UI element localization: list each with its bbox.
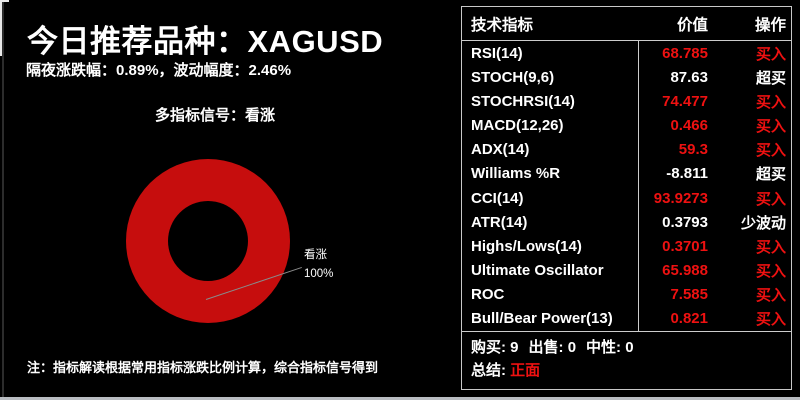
left-edge-line	[2, 0, 4, 400]
indicator-value: 87.63	[670, 68, 708, 86]
donut-chart-hole	[168, 201, 248, 281]
table-row: ROC 7.585 买入	[462, 282, 791, 307]
sell-label: 出售:	[528, 339, 564, 356]
chart-title: 多指标信号：看涨	[154, 107, 275, 124]
header-indicator: 技术指标	[471, 16, 534, 34]
donut-label-name: 看涨	[304, 249, 327, 261]
indicator-name: STOCH(9,6)	[462, 65, 639, 90]
donut-label-value: 100%	[304, 268, 334, 280]
indicator-action: 买入	[755, 190, 786, 208]
table-row: Bull/Bear Power(13) 0.821 买入	[462, 306, 791, 332]
table-row: STOCHRSI(14) 74.477 买入	[462, 89, 791, 114]
table-header-row: 技术指标 价值 操作	[462, 7, 791, 41]
indicator-value: 0.3701	[662, 237, 708, 255]
indicator-value: 74.477	[662, 92, 708, 110]
indicator-name: ATR(14)	[462, 210, 639, 235]
indicator-action: 买入	[755, 45, 786, 63]
indicator-name: MACD(12,26)	[462, 113, 639, 138]
sell-count: 0	[567, 339, 577, 356]
indicator-value: 68.785	[662, 44, 708, 62]
top-left-corner-horizontal	[0, 0, 9, 2]
verdict-value: 正面	[510, 362, 541, 379]
table-row: MACD(12,26) 0.466 买入	[462, 113, 791, 138]
subtitle: 隔夜涨跌幅：0.89%，波动幅度：2.46%	[26, 62, 292, 79]
indicator-action: 买入	[755, 287, 786, 305]
indicator-value: 0.821	[670, 310, 708, 328]
bottom-edge-strip	[0, 397, 800, 400]
table-row: ADX(14) 59.3 买入	[462, 137, 791, 162]
table-row: CCI(14) 93.9273 买入	[462, 186, 791, 211]
indicator-name: Highs/Lows(14)	[462, 234, 639, 259]
table-row: Highs/Lows(14) 0.3701 买入	[462, 234, 791, 259]
indicator-value: 93.9273	[653, 189, 708, 207]
indicator-name: Ultimate Oscillator	[462, 258, 639, 283]
table-row: Ultimate Oscillator 65.988 买入	[462, 258, 791, 283]
summary-counts: 购买: 9 出售: 0 中性: 0	[471, 336, 791, 359]
indicator-action: 买入	[755, 238, 786, 256]
indicator-name: RSI(14)	[462, 41, 639, 66]
indicator-action: 买入	[755, 93, 786, 111]
summary-verdict: 总结: 正面	[471, 359, 791, 382]
indicator-action: 买入	[755, 311, 786, 329]
neutral-count: 0	[625, 339, 634, 356]
donut-chart	[126, 159, 290, 323]
donut-callout-label: 看涨 100%	[304, 246, 333, 284]
table-row: ATR(14) 0.3793 少波动	[462, 210, 791, 235]
indicator-value: 65.988	[662, 262, 708, 280]
page-title: 今日推荐品种：XAGUSD	[27, 24, 384, 59]
table-row: Williams %R -8.811 超买	[462, 161, 791, 187]
indicator-action: 买入	[755, 142, 786, 160]
indicator-action: 少波动	[740, 214, 786, 232]
footnote: 注：指标解读根据常用指标涨跌比例计算，综合指标信号得到	[27, 360, 379, 375]
header-value: 价值	[676, 16, 708, 34]
indicator-name: ADX(14)	[462, 137, 639, 162]
indicator-name: STOCHRSI(14)	[462, 89, 639, 114]
indicator-value: -8.811	[666, 165, 708, 183]
indicator-value: 59.3	[678, 141, 708, 159]
indicator-name: CCI(14)	[462, 186, 639, 211]
neutral-label: 中性:	[586, 339, 622, 356]
indicators-table: 技术指标 价值 操作 RSI(14) 68.785 买入 STOCH(9,6) …	[461, 6, 792, 390]
indicator-value: 0.466	[670, 117, 708, 135]
table-body: RSI(14) 68.785 买入 STOCH(9,6) 87.63 超买 ST…	[462, 41, 791, 332]
indicator-name: Williams %R	[462, 161, 639, 187]
table-row: RSI(14) 68.785 买入	[462, 41, 791, 66]
header-action: 操作	[754, 16, 786, 34]
indicator-action: 超买	[755, 69, 786, 87]
table-summary: 购买: 9 出售: 0 中性: 0 总结: 正面	[462, 331, 791, 389]
table-row: STOCH(9,6) 87.63 超买	[462, 65, 791, 90]
buy-count: 9	[510, 339, 519, 356]
indicator-action: 超买	[755, 166, 786, 184]
top-left-corner-vertical	[0, 0, 2, 56]
indicator-name: Bull/Bear Power(13)	[462, 306, 639, 332]
verdict-label: 总结:	[471, 362, 506, 379]
indicator-action: 买入	[755, 118, 786, 136]
indicator-action: 买入	[755, 263, 786, 281]
indicator-value: 0.3793	[662, 213, 708, 231]
indicator-value: 7.585	[670, 286, 708, 304]
indicator-name: ROC	[462, 282, 639, 307]
buy-label: 购买:	[471, 339, 506, 356]
